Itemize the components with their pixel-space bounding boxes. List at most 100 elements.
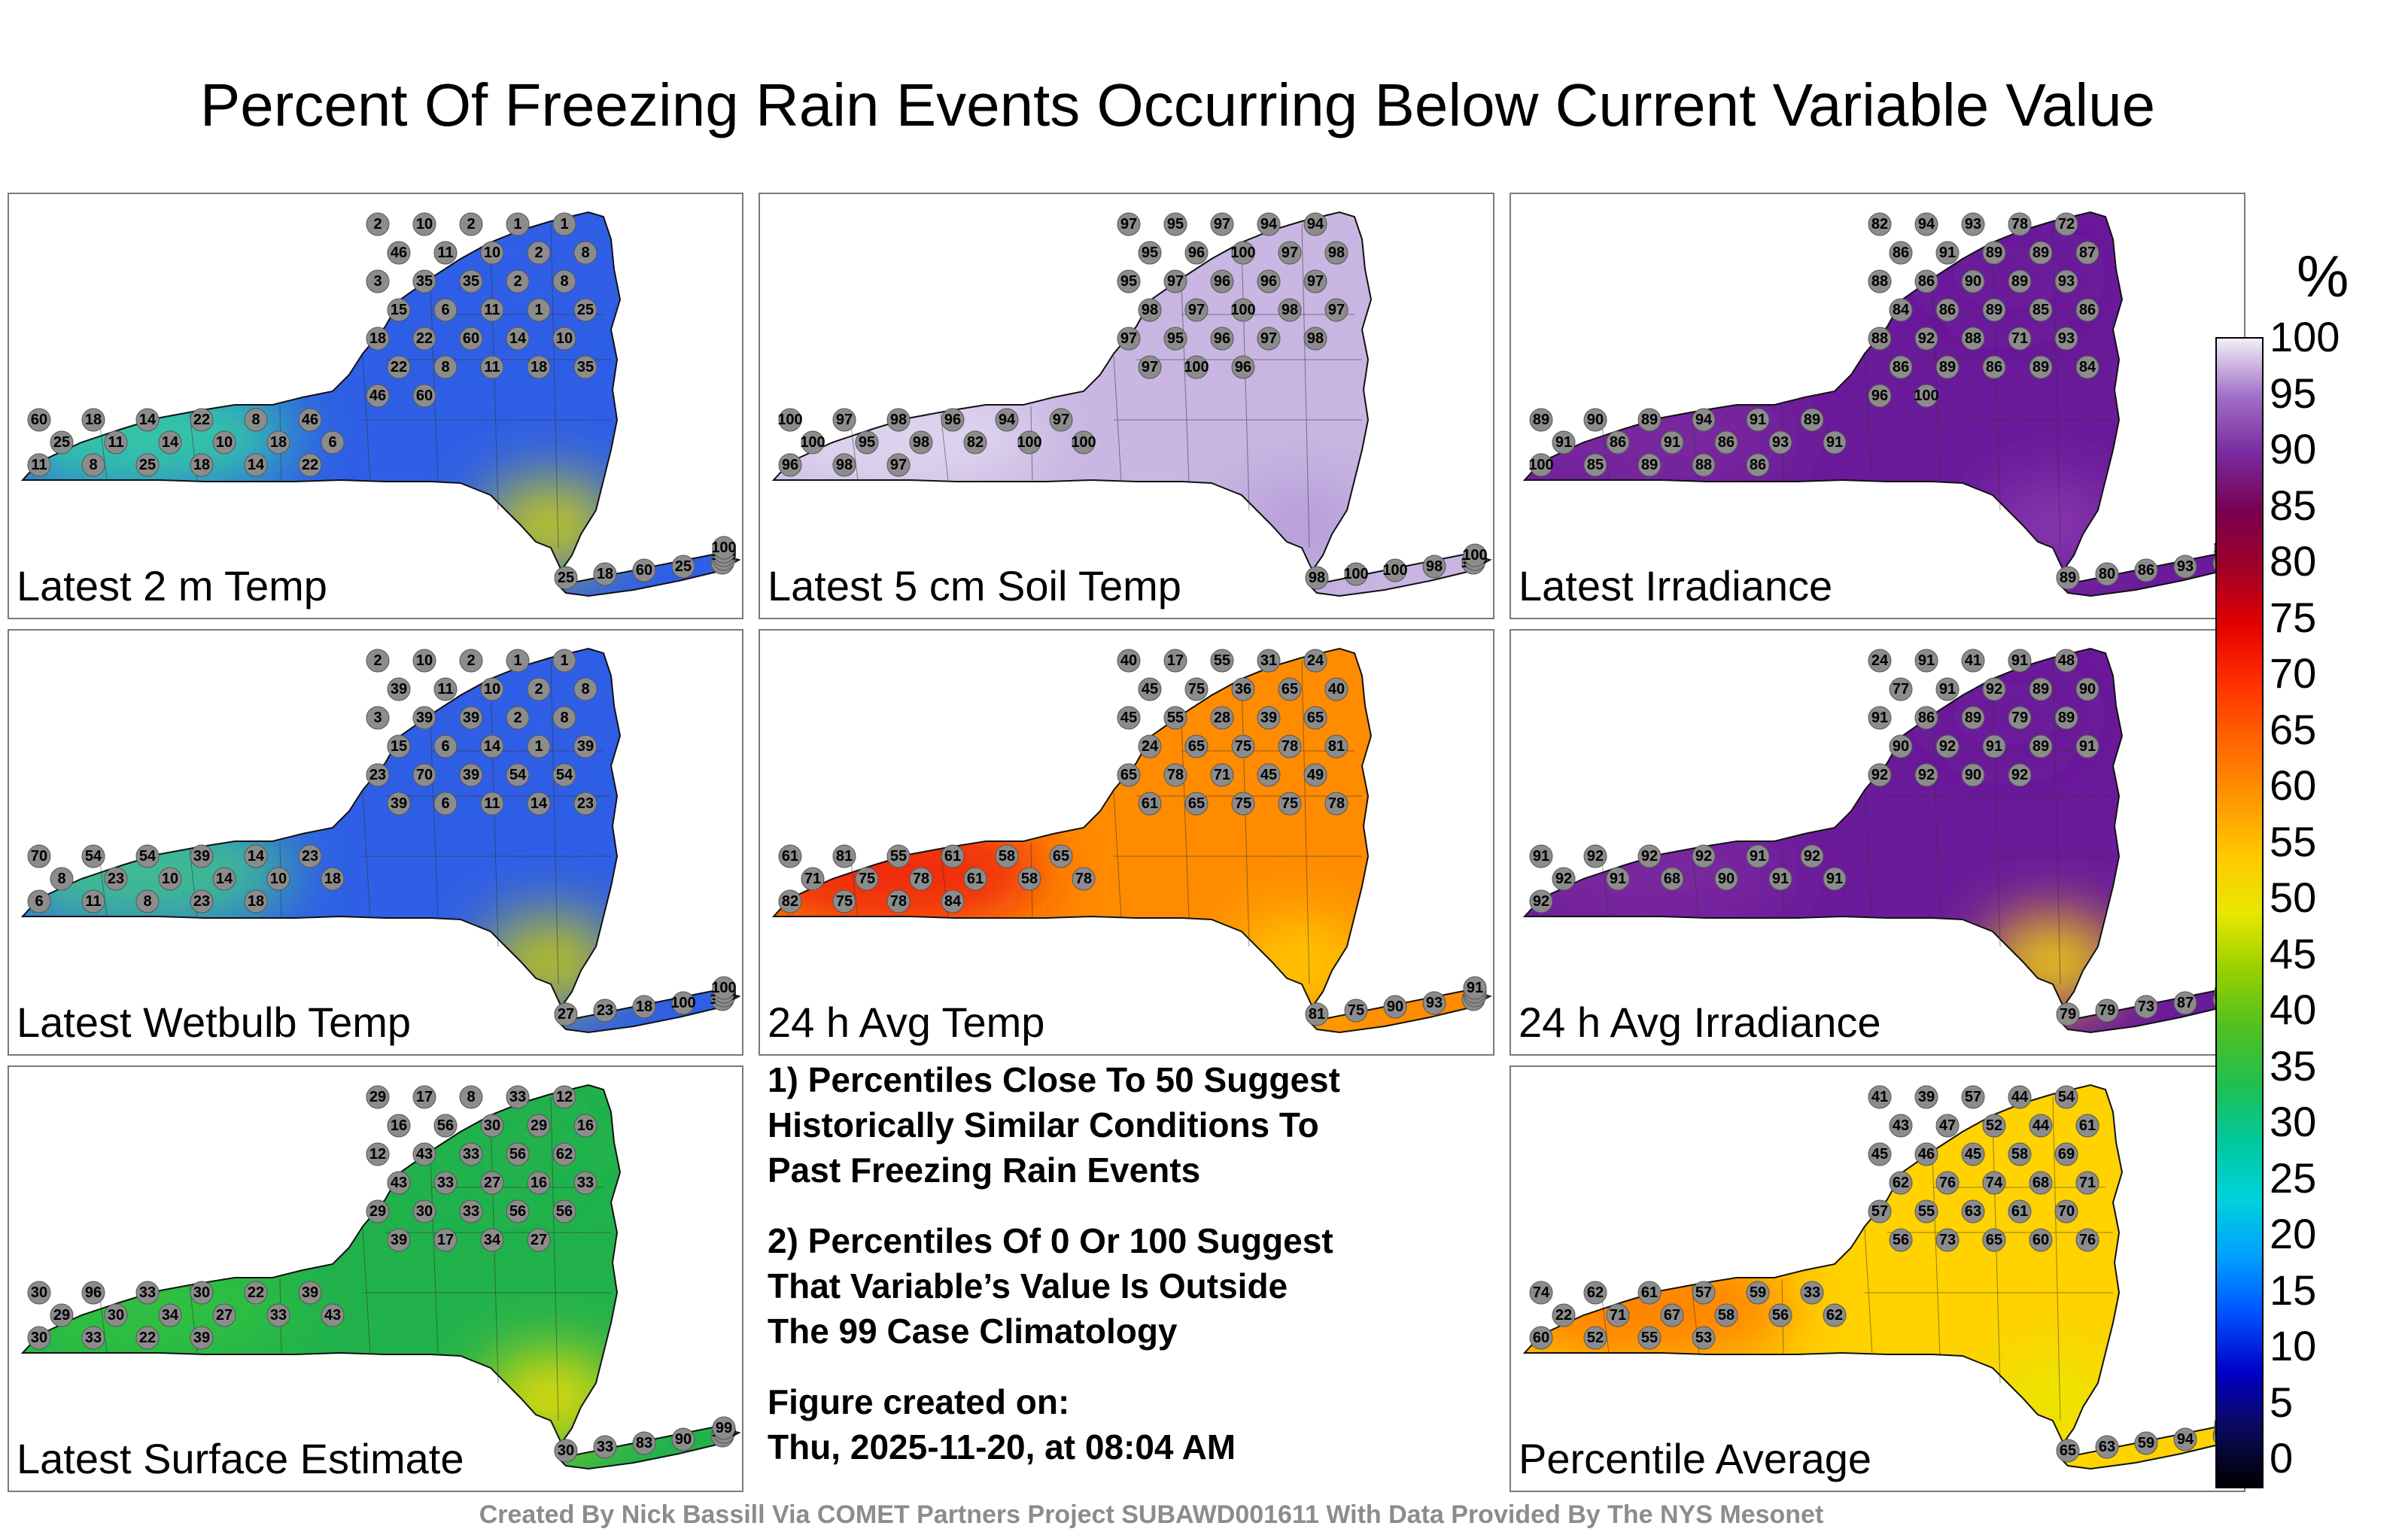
station-marker: 74: [1982, 1171, 2006, 1195]
station-value: 27: [216, 1307, 233, 1324]
station-marker: 92: [1982, 677, 2006, 701]
station-value: 36: [1235, 681, 1251, 698]
station-value: 69: [2058, 1146, 2075, 1163]
station-marker: 6: [433, 298, 458, 322]
note-line: 1) Percentiles Close To 50 Suggest: [768, 1060, 1340, 1099]
station-value: 90: [675, 1431, 692, 1448]
station-value: 89: [1965, 710, 1981, 726]
station-value: 96: [1214, 273, 1230, 290]
station-marker: 39: [459, 706, 483, 730]
station-value: 59: [1750, 1284, 1766, 1301]
station-marker: 86: [1746, 453, 1770, 477]
station-value: 18: [324, 871, 341, 887]
station-value: 60: [416, 388, 433, 404]
station-marker: 92: [1914, 763, 1938, 787]
station-marker: 27: [480, 1171, 504, 1195]
station-value: 22: [391, 359, 407, 375]
station-marker: 100: [711, 536, 737, 560]
station-value: 65: [1188, 738, 1205, 755]
station-value: 30: [416, 1203, 433, 1220]
station-marker: 3: [366, 269, 390, 293]
station-value: 48: [2058, 652, 2075, 669]
station-marker: 39: [1257, 706, 1281, 730]
station-value: 88: [1695, 457, 1712, 473]
station-marker: 35: [459, 269, 483, 293]
station-marker: 54: [552, 763, 576, 787]
station-value: 86: [1893, 245, 1909, 261]
station-value: 93: [2058, 273, 2075, 290]
station-value: 100: [711, 980, 736, 996]
station-marker: 79: [2008, 706, 2032, 730]
station-marker: 97: [1210, 212, 1234, 236]
station-value: 70: [2058, 1203, 2075, 1220]
station-marker: 56: [1889, 1228, 1913, 1252]
station-value: 27: [558, 1006, 574, 1023]
station-value: 8: [467, 1089, 475, 1105]
panel-label: 24 h Avg Irradiance: [1519, 999, 1881, 1046]
station-marker: 17: [1163, 649, 1187, 673]
station-marker: 45: [1138, 677, 1162, 701]
station-marker: 18: [593, 562, 617, 586]
panel-label: Latest 5 cm Soil Temp: [768, 562, 1181, 609]
station-value: 57: [1695, 1284, 1712, 1301]
station-marker: 92: [1637, 844, 1662, 868]
station-marker: 49: [1303, 763, 1327, 787]
station-value: 96: [1871, 388, 1888, 404]
station-value: 63: [1965, 1203, 1981, 1220]
station-marker: 18: [266, 430, 290, 454]
station-value: 100: [777, 412, 802, 428]
station-value: 24: [1871, 652, 1889, 669]
station-marker: 34: [158, 1303, 182, 1327]
station-marker: 6: [433, 792, 458, 816]
colorbar-tick: 20: [2270, 1210, 2317, 1257]
station-marker: 62: [1889, 1171, 1913, 1195]
station-value: 74: [1986, 1175, 2003, 1191]
station-marker: 8: [135, 889, 160, 913]
station-value: 98: [1142, 302, 1158, 318]
station-marker: 92: [1914, 327, 1938, 351]
station-marker: 30: [27, 1326, 51, 1350]
station-value: 17: [437, 1232, 454, 1248]
station-value: 53: [1695, 1330, 1712, 1346]
colorbar-tick: 45: [2270, 929, 2317, 977]
station-marker: 80: [2095, 562, 2119, 586]
station-marker: 30: [190, 1281, 214, 1305]
station-marker: 59: [1746, 1281, 1770, 1305]
station-value: 70: [31, 848, 47, 865]
station-marker: 78: [886, 889, 911, 913]
station-marker: 33: [573, 1171, 597, 1195]
station-marker: 75: [1231, 734, 1255, 758]
station-value: 30: [31, 1330, 47, 1346]
station-value: 97: [1214, 216, 1230, 233]
station-marker: 75: [1231, 792, 1255, 816]
station-value: 15: [391, 738, 407, 755]
station-marker: 58: [2008, 1142, 2032, 1166]
station-marker: 25: [135, 453, 160, 477]
station-marker: 3: [366, 706, 390, 730]
station-marker: 2: [366, 649, 390, 673]
station-value: 1: [513, 652, 521, 669]
station-value: 2: [467, 216, 475, 233]
station-marker: 47: [1935, 1114, 1960, 1138]
station-value: 10: [556, 330, 573, 347]
station-value: 100: [1382, 562, 1407, 579]
station-value: 91: [1750, 412, 1766, 428]
station-marker: 18: [81, 408, 105, 432]
station-marker: 65: [1982, 1228, 2006, 1252]
station-value: 11: [437, 245, 453, 261]
station-value: 18: [270, 434, 287, 451]
station-marker: 46: [298, 408, 322, 432]
station-marker: 96: [1868, 384, 1892, 408]
station-marker: 89: [2029, 734, 2053, 758]
station-value: 94: [999, 412, 1016, 428]
station-marker: 74: [1529, 1281, 1553, 1305]
station-value: 55: [1167, 710, 1184, 726]
station-value: 47: [1939, 1117, 1956, 1134]
station-value: 96: [85, 1284, 102, 1301]
panel-label: Latest Irradiance: [1519, 562, 1833, 609]
station-value: 88: [1965, 330, 1981, 347]
station-value: 46: [391, 245, 407, 261]
station-value: 98: [890, 412, 907, 428]
station-marker: 75: [1344, 999, 1368, 1023]
